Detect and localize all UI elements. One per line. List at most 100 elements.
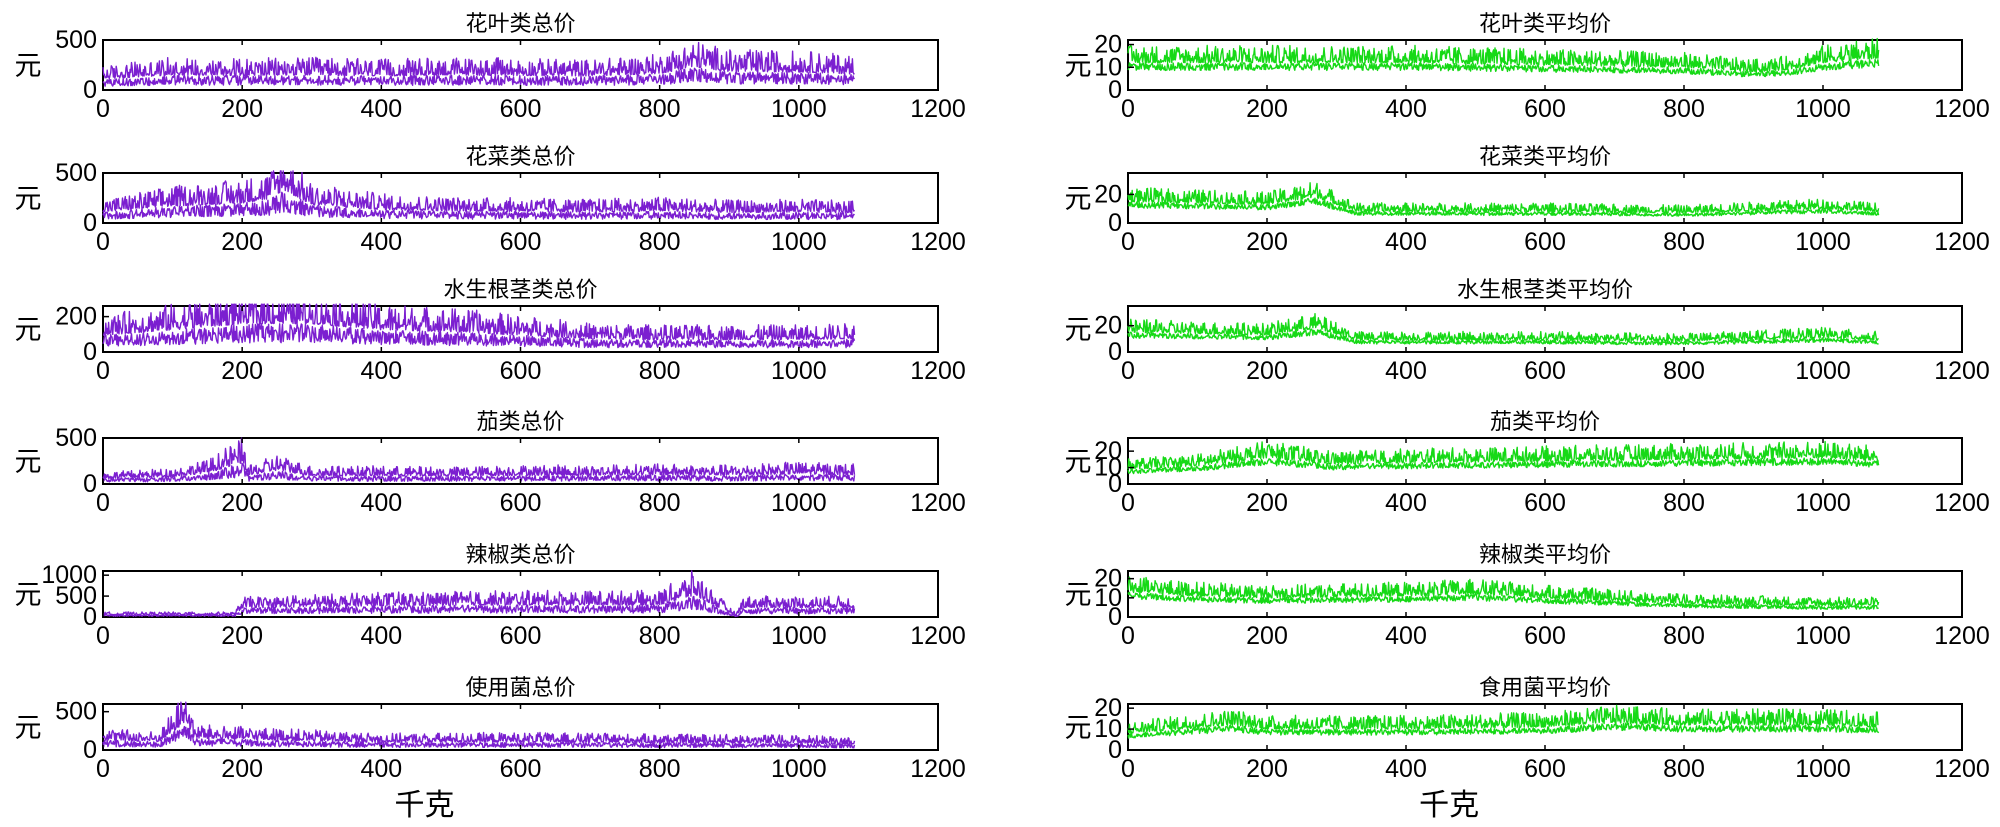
x-axis-label: 千克 <box>394 788 454 823</box>
x-tick-label: 1000 <box>771 95 827 123</box>
y-tick-label: 20 <box>1094 180 1122 208</box>
x-tick-label: 400 <box>360 228 402 256</box>
x-tick-label: 1200 <box>1934 95 1990 123</box>
x-tick-label: 0 <box>96 489 110 517</box>
y-axis-label: 元 <box>1065 713 1092 744</box>
series-line-peaks <box>102 41 855 80</box>
x-tick-label: 200 <box>221 357 263 385</box>
y-axis-label: 元 <box>15 713 42 744</box>
series-line-troughs <box>1127 722 1880 739</box>
x-tick-label: 0 <box>1121 228 1135 256</box>
y-axis-label: 元 <box>1065 184 1092 215</box>
x-tick-label: 0 <box>96 357 110 385</box>
x-tick-label: 0 <box>96 228 110 256</box>
y-tick-label: 0 <box>83 338 97 366</box>
x-tick-label: 400 <box>1385 755 1427 783</box>
y-tick-label: 0 <box>83 470 97 498</box>
x-tick-label: 600 <box>1524 755 1566 783</box>
x-tick-label: 600 <box>500 489 542 517</box>
series-line-troughs <box>102 191 856 221</box>
y-tick-label: 200 <box>55 303 97 331</box>
subplot-title: 辣椒类平均价 <box>1479 543 1611 568</box>
y-axis-label: 元 <box>15 447 42 478</box>
series-line-troughs <box>102 462 856 483</box>
subplot-total-4: 茄类总价 0 200 400 600 800 1000 1200 0 500 元 <box>15 410 966 517</box>
x-tick-label: 1000 <box>1795 228 1851 256</box>
x-tick-label: 1200 <box>910 228 966 256</box>
x-tick-label: 1000 <box>1795 622 1851 650</box>
x-tick-label: 400 <box>1385 357 1427 385</box>
subplot-total-2: 花菜类总价 0 200 400 600 800 1000 1200 0 500 元 <box>15 145 966 256</box>
y-tick-label: 500 <box>55 26 97 54</box>
x-tick-label: 1200 <box>910 489 966 517</box>
y-tick-label: 0 <box>1108 603 1122 631</box>
x-tick-label: 1000 <box>1795 489 1851 517</box>
y-tick-label: 10 <box>1094 715 1122 743</box>
x-tick-label: 0 <box>96 755 110 783</box>
x-tick-label: 200 <box>221 755 263 783</box>
y-axis-label: 元 <box>1065 315 1092 346</box>
x-tick-label: 1200 <box>1934 228 1990 256</box>
x-tick-label: 400 <box>360 755 402 783</box>
series-line-troughs <box>1127 328 1879 346</box>
subplot-title: 辣椒类总价 <box>465 543 575 568</box>
x-tick-label: 600 <box>1524 228 1566 256</box>
series-line-troughs <box>1127 58 1880 78</box>
y-tick-label: 500 <box>55 424 97 452</box>
subplot-title: 食用菌平均价 <box>1479 676 1611 701</box>
y-tick-label: 10 <box>1094 53 1122 81</box>
x-tick-label: 800 <box>1663 622 1705 650</box>
series-line-peaks <box>102 170 856 214</box>
x-tick-label: 0 <box>1121 95 1135 123</box>
x-tick-label: 200 <box>1246 357 1288 385</box>
x-tick-label: 1200 <box>1934 489 1990 517</box>
y-tick-label: 0 <box>1108 736 1122 764</box>
y-tick-label: 20 <box>1094 312 1122 340</box>
x-tick-label: 1000 <box>1795 755 1851 783</box>
series-line-peaks <box>103 303 856 341</box>
x-tick-label: 400 <box>1385 622 1427 650</box>
x-tick-label: 400 <box>1385 228 1427 256</box>
x-tick-label: 800 <box>639 357 681 385</box>
x-tick-label: 1000 <box>771 228 827 256</box>
subplot-title: 花叶类平均价 <box>1479 12 1611 37</box>
series-line-peaks <box>1127 182 1880 214</box>
x-tick-label: 1000 <box>1795 95 1851 123</box>
x-tick-label: 400 <box>360 622 402 650</box>
y-tick-label: 10 <box>1094 584 1122 612</box>
y-axis-label: 元 <box>1065 51 1092 82</box>
x-tick-label: 600 <box>1524 489 1566 517</box>
x-tick-label: 800 <box>1663 755 1705 783</box>
x-tick-label: 1200 <box>1934 357 1990 385</box>
x-tick-label: 0 <box>1121 357 1135 385</box>
x-tick-label: 200 <box>1246 489 1288 517</box>
x-tick-label: 1000 <box>771 755 827 783</box>
series-line-peaks <box>1127 37 1880 73</box>
x-tick-label: 800 <box>639 228 681 256</box>
y-tick-label: 10 <box>1094 454 1122 482</box>
x-tick-label: 400 <box>360 95 402 123</box>
x-tick-label: 200 <box>1246 228 1288 256</box>
x-tick-label: 1200 <box>1934 755 1990 783</box>
subplot-total-6: 使用菌总价 0 200 400 600 800 1000 1200 0 500 元千克 <box>15 676 966 823</box>
x-tick-label: 800 <box>639 622 681 650</box>
y-tick-label: 0 <box>1108 338 1122 366</box>
x-tick-label: 1000 <box>1795 357 1851 385</box>
x-tick-label: 800 <box>639 95 681 123</box>
x-tick-label: 600 <box>500 95 542 123</box>
x-tick-label: 200 <box>221 95 263 123</box>
x-tick-label: 200 <box>221 622 263 650</box>
x-tick-label: 400 <box>1385 95 1427 123</box>
x-tick-label: 800 <box>1663 489 1705 517</box>
subplot-total-3: 水生根茎类总价 0 200 400 600 800 1000 1200 0 200 元 <box>15 278 966 385</box>
x-tick-label: 800 <box>1663 357 1705 385</box>
x-tick-label: 600 <box>1524 622 1566 650</box>
subplot-title: 茄类平均价 <box>1490 410 1600 435</box>
series-line-peaks <box>1127 576 1880 607</box>
subplot-title: 水生根茎类平均价 <box>1457 278 1633 303</box>
